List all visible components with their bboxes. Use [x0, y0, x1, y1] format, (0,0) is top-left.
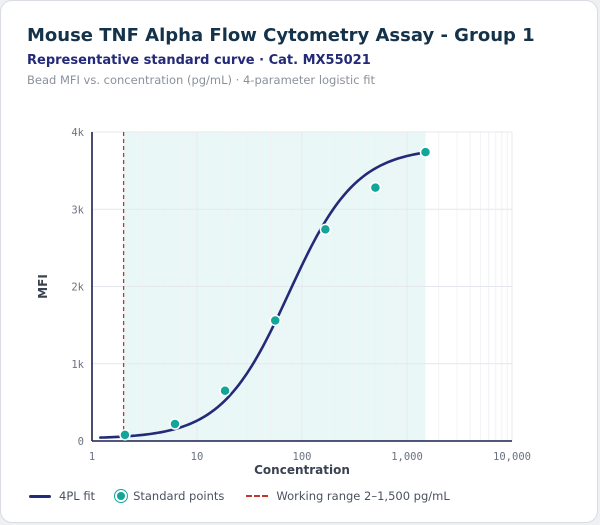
legend-item-range: Working range 2–1,500 pg/mL: [246, 489, 450, 503]
x-tick-label: 10,000: [493, 451, 531, 463]
chart-subtitle: Representative standard curve · Cat. MX5…: [27, 53, 371, 68]
x-tick-label: 1: [89, 451, 95, 463]
legend-item-points: Standard points: [117, 489, 224, 503]
standard-point: [169, 418, 181, 430]
standard-point: [119, 429, 131, 441]
legend-fit-swatch: [29, 494, 51, 498]
x-tick-label: 10: [191, 451, 204, 463]
y-tick-label: 1k: [71, 359, 84, 371]
standard-curve-chart: 1 10 100 1,000 10,000 0 1k 2k 3k 4k Concentration M…: [36, 127, 531, 477]
page-title: Mouse TNF Alpha Flow Cytometry Assay - G…: [27, 25, 535, 46]
x-tick-label: 1,000: [391, 451, 423, 463]
y-tick-label: 0: [78, 436, 84, 448]
y-tick-label: 3k: [71, 204, 84, 216]
y-tick-label: 4k: [71, 127, 84, 139]
y-axis-title: MFI: [36, 274, 50, 299]
legend-range-swatch: [246, 495, 269, 497]
standard-point: [319, 223, 332, 236]
legend-item-fit: 4PL fit: [29, 489, 95, 503]
standard-point: [219, 385, 231, 397]
legend-fit-label: 4PL fit: [59, 489, 96, 503]
legend-points-label: Standard points: [133, 489, 225, 503]
x-axis-title: Concentration: [254, 463, 350, 477]
legend-range-label: Working range 2–1,500 pg/mL: [276, 489, 450, 503]
legend-points-swatch: [117, 492, 126, 500]
standard-point: [269, 314, 281, 327]
y-tick-label: 2k: [71, 282, 84, 294]
chart-note: Bead MFI vs. concentration (pg/mL) · 4-p…: [27, 73, 375, 87]
standard-point: [419, 146, 432, 158]
fit-curve: [99, 151, 427, 439]
chart-legend: 4PL fit Standard points Working range 2–…: [29, 489, 472, 503]
standard-point: [369, 181, 382, 194]
x-tick-label: 100: [293, 451, 312, 463]
